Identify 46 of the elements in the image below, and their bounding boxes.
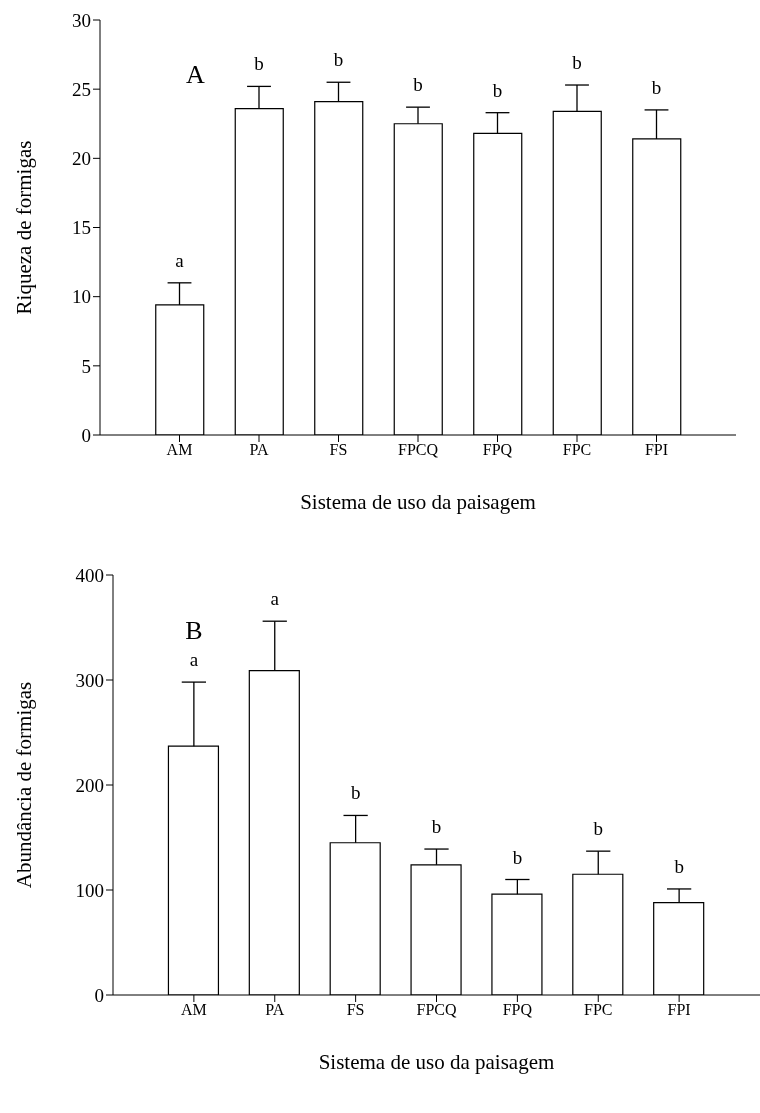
x-tick-label: FPC (584, 1001, 613, 1019)
y-tick-label: 100 (75, 879, 104, 901)
annotation: b (572, 52, 582, 74)
x-tick-label: FS (329, 441, 348, 459)
x-tick-label: FPC (562, 441, 592, 459)
x-tick-label: FS (346, 1001, 365, 1019)
x-tick-label: FPQ (502, 1001, 533, 1019)
annotation: b (333, 49, 344, 71)
annotation: a (189, 649, 199, 671)
x-tick-label: AM (180, 1001, 207, 1019)
y-tick-label: 0 (81, 424, 91, 446)
x-tick-label: PA (249, 441, 269, 459)
annotation: a (175, 249, 185, 271)
annotation: b (674, 855, 684, 877)
annotation: b (413, 74, 423, 96)
x-axis-title: Sistema de uso da paisagem (318, 1050, 555, 1074)
y-tick-label: 5 (81, 355, 91, 377)
x-tick-label: AM (166, 441, 193, 459)
x-tick-label: PA (265, 1001, 285, 1019)
x-tick-label: FPCQ (397, 441, 439, 459)
x-tick-label: FPI (644, 441, 669, 459)
y-tick-label: 0 (94, 984, 104, 1006)
y-tick-label: 10 (72, 286, 91, 308)
annotation: b (593, 818, 603, 840)
y-tick-label: 200 (75, 774, 104, 796)
x-tick-label: FPCQ (416, 1001, 457, 1019)
annotation: b (651, 76, 662, 98)
x-tick-label: FPQ (482, 441, 513, 459)
x-axis-title: Sistema de uso da paisagem (300, 490, 536, 514)
y-tick-label: 400 (75, 564, 104, 586)
x-tick-label: FPI (667, 1001, 691, 1019)
y-tick-label: 30 (72, 9, 91, 31)
y-tick-label: 300 (75, 669, 104, 691)
annotation: A (186, 60, 206, 90)
annotation: b (431, 816, 442, 838)
annotation: a (270, 588, 280, 610)
y-tick-label: 15 (72, 217, 91, 239)
annotation: b (350, 782, 361, 804)
annotation: b (492, 79, 503, 101)
y-axis-title: Riqueza de formigas (12, 140, 37, 315)
y-axis-title: Abundância de formigas (12, 681, 37, 889)
y-tick-label: 25 (72, 78, 91, 100)
y-tick-label: 20 (72, 148, 91, 170)
annotation: b (254, 53, 264, 75)
annotation: b (512, 846, 523, 868)
annotation: B (185, 615, 203, 645)
